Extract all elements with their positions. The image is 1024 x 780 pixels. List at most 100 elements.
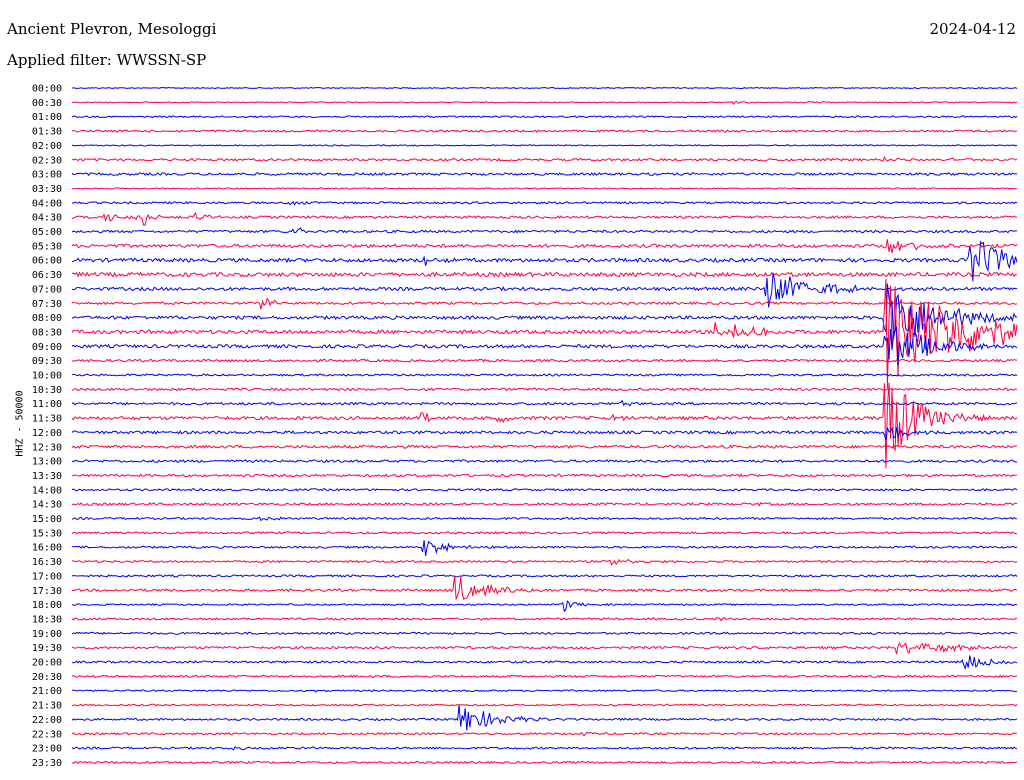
trace-line [71,271,1018,278]
trace-line [71,297,1018,310]
trace-line [71,129,1018,133]
row-time-label: 21:30 [32,701,62,712]
trace-line [71,387,1018,392]
row-time-label: 22:00 [32,715,62,726]
row-time-label: 12:30 [32,442,62,453]
row-time-label: 15:00 [32,514,62,525]
station-title: Ancient Plevron, Mesologgi [7,20,217,38]
trace-line [71,100,1018,106]
row-time-label: 14:30 [32,500,62,511]
row-time-label: 18:30 [32,614,62,625]
row-time-label: 08:30 [32,327,62,338]
trace-line [71,531,1018,535]
row-time-label: 17:00 [32,571,62,582]
trace-line [71,539,1018,556]
trace-line [71,279,1018,389]
row-time-label: 20:00 [32,658,62,669]
date-label: 2024-04-12 [929,20,1016,38]
trace-line [71,674,1018,679]
trace-line [71,382,1018,469]
row-time-label: 14:00 [32,485,62,496]
trace-line [71,187,1018,190]
row-time-label: 04:30 [32,213,62,224]
trace-line [71,516,1018,522]
trace-line [71,746,1018,751]
row-time-label: 09:00 [32,342,62,353]
trace-line [71,239,1018,254]
row-time-label: 00:30 [32,98,62,109]
row-time-label: 05:30 [32,241,62,252]
trace-line [71,575,1018,601]
row-time-label: 11:30 [32,414,62,425]
trace-line [71,240,1018,282]
trace-line [71,172,1018,177]
row-time-label: 13:00 [32,457,62,468]
trace-line [71,655,1018,671]
trace-line [71,760,1018,765]
trace-line [71,156,1018,162]
trace-line [71,631,1018,635]
trace-line [71,227,1018,234]
row-time-label: 08:00 [32,313,62,324]
row-time-label: 22:30 [32,729,62,740]
row-time-label: 15:30 [32,528,62,539]
row-time-label: 02:00 [32,141,62,152]
row-time-label: 13:30 [32,471,62,482]
row-time-label: 19:00 [32,629,62,640]
trace-line [71,86,1018,90]
trace-line [71,600,1018,613]
trace-line [71,731,1018,737]
row-time-label: 02:30 [32,155,62,166]
row-time-label: 18:00 [32,600,62,611]
trace-line [71,488,1018,492]
trace-line [71,444,1018,450]
trace-line [71,144,1018,147]
trace-line [71,501,1018,507]
row-time-label: 16:30 [32,557,62,568]
trace-line [71,211,1018,226]
row-time-label: 17:30 [32,586,62,597]
row-time-label: 11:00 [32,399,62,410]
trace-line [71,574,1018,578]
trace-line [71,459,1018,463]
trace-line [71,641,1017,655]
row-time-label: 23:30 [32,758,62,769]
row-time-label: 01:30 [32,127,62,138]
row-time-label: 00:00 [32,84,62,95]
row-time-label: 12:00 [32,428,62,439]
trace-line [71,473,1017,478]
row-time-label: 10:00 [32,371,62,382]
row-time-label: 16:00 [32,543,62,554]
row-time-label: 04:00 [32,198,62,209]
row-time-label: 20:30 [32,672,62,683]
row-time-label: 01:00 [32,112,62,123]
trace-line [71,373,1018,377]
trace-line [71,200,1018,206]
row-time-label: 19:30 [32,643,62,654]
trace-line [71,689,1017,693]
trace-line [71,427,1018,441]
trace-line [71,326,1018,366]
row-time-label: 10:30 [32,385,62,396]
row-time-label: 07:00 [32,284,62,295]
trace-line [71,272,1018,308]
row-time-label: 03:00 [32,170,62,181]
row-time-label: 03:30 [32,184,62,195]
row-time-label: 06:30 [32,270,62,281]
trace-line [71,704,1018,731]
trace-line [71,283,1017,339]
filter-label: Applied filter: WWSSN-SP [7,51,207,69]
row-time-label: 05:00 [32,227,62,238]
trace-line [71,399,1018,407]
row-time-label: 09:30 [32,356,62,367]
row-time-label: 23:00 [32,744,62,755]
trace-line [71,558,1018,566]
row-time-label: 07:30 [32,299,62,310]
trace-line [71,115,1018,119]
row-time-label: 06:00 [32,256,62,267]
trace-line [71,358,1018,363]
trace-line [71,703,1018,707]
trace-line [71,616,1018,622]
row-time-label: 21:00 [32,686,62,697]
